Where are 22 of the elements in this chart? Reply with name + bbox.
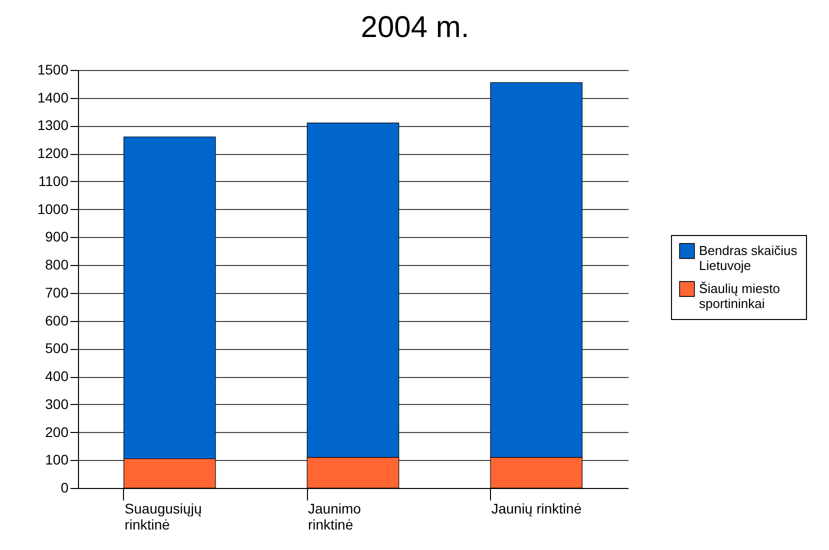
y-tick-label: 1000 bbox=[37, 200, 69, 217]
y-tick-label: 1400 bbox=[37, 89, 69, 106]
legend-label: Bendras skaičius Lietuvoje bbox=[699, 243, 798, 273]
y-tick-label: 700 bbox=[45, 284, 69, 300]
y-tick-label: 500 bbox=[45, 340, 69, 356]
legend-label: Šiaulių miesto sportininkai bbox=[699, 281, 780, 311]
y-tick-label: 1100 bbox=[38, 172, 69, 189]
y-tick-label: 900 bbox=[45, 228, 69, 245]
x-tick-label: Jaunimo rinktinė bbox=[308, 500, 362, 532]
y-tick-label: 1500 bbox=[37, 62, 69, 78]
x-tick-label: Suaugusiųjų rinktinė bbox=[124, 500, 202, 532]
y-tick-label: 300 bbox=[45, 396, 69, 412]
y-tick-label: 1200 bbox=[37, 145, 69, 162]
y-tick-label: 400 bbox=[45, 368, 69, 384]
x-tick-label: Jaunių rinktinė bbox=[491, 500, 582, 516]
chart-title: 2004 m. bbox=[360, 11, 470, 44]
y-tick-label: 100 bbox=[45, 452, 69, 468]
y-tick-label: 1300 bbox=[37, 117, 69, 134]
y-tick-label: 200 bbox=[45, 424, 69, 440]
y-tick-label: 800 bbox=[45, 256, 69, 273]
y-tick-label: 0 bbox=[60, 480, 69, 496]
y-tick-label: 600 bbox=[45, 312, 69, 328]
